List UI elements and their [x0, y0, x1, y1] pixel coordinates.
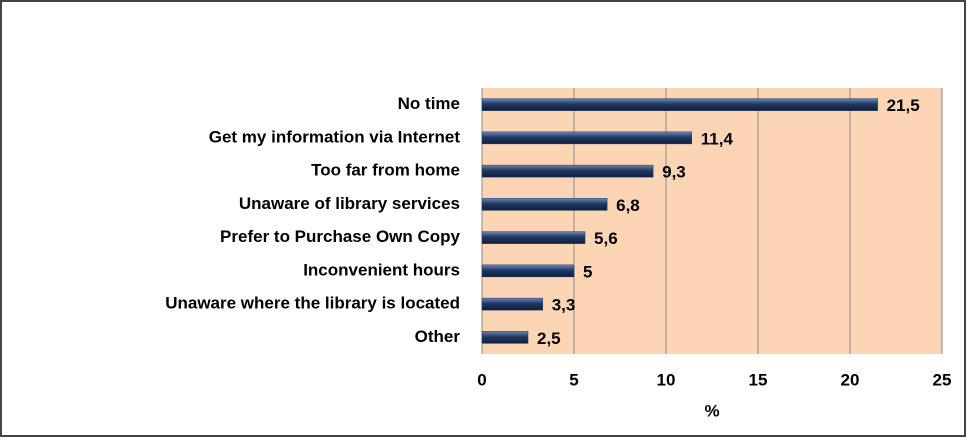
- bar: [481, 331, 529, 344]
- data-label: 3,3: [552, 296, 576, 315]
- x-axis-title: %: [704, 401, 719, 420]
- bar: [481, 198, 608, 211]
- y-tick-label: No time: [398, 94, 460, 113]
- data-label: 6,8: [616, 196, 640, 215]
- data-label: 21,5: [887, 96, 920, 115]
- y-tick-label: Other: [415, 327, 461, 346]
- bar: [481, 231, 586, 244]
- bar: [481, 297, 543, 311]
- data-label: 2,5: [537, 329, 561, 348]
- y-tick-label: Unaware of library services: [239, 194, 460, 213]
- x-tick-label: 0: [477, 370, 486, 389]
- y-tick-label: Inconvenient hours: [303, 260, 460, 279]
- x-tick-label: 5: [569, 370, 578, 389]
- y-tick-label: Too far from home: [311, 161, 460, 180]
- x-tick-label: 15: [749, 370, 768, 389]
- data-label: 9,3: [662, 163, 686, 182]
- data-label: 5,6: [594, 229, 618, 248]
- data-label: 5: [583, 262, 592, 281]
- y-tick-label: Get my information via Internet: [209, 127, 461, 146]
- y-tick-label: Unaware where the library is located: [165, 294, 460, 313]
- bar: [481, 264, 575, 278]
- x-tick-label: 10: [657, 370, 676, 389]
- y-tick-label: Prefer to Purchase Own Copy: [220, 227, 460, 246]
- bar: [481, 98, 878, 111]
- bar: [481, 164, 654, 178]
- x-tick-label: 25: [933, 370, 952, 389]
- bar: [481, 131, 693, 145]
- data-label: 11,4: [701, 129, 734, 148]
- x-tick-label: 20: [841, 370, 860, 389]
